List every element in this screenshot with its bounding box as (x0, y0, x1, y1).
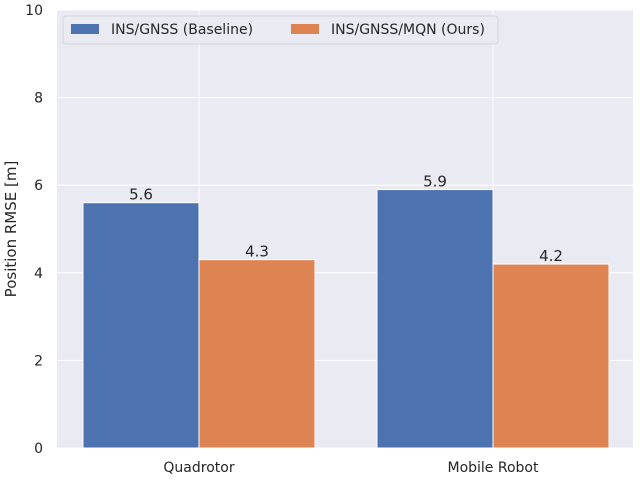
bar-ours (198, 259, 316, 449)
x-axis-ticks: Quadrotor Mobile Robot (163, 460, 539, 476)
legend-box (62, 15, 499, 45)
y-tick-label: 0 (34, 441, 43, 457)
data-label: 5.6 (129, 186, 153, 204)
y-tick-label: 4 (34, 266, 43, 282)
y-axis-ticks: 0 2 4 6 8 10 (25, 3, 43, 457)
y-tick-label: 10 (25, 3, 43, 19)
bar-baseline (376, 189, 494, 449)
data-label: 5.9 (423, 173, 447, 191)
data-label: 4.2 (539, 247, 563, 265)
y-tick-label: 8 (34, 91, 43, 107)
x-tick-label: Mobile Robot (448, 460, 539, 476)
bar-ours (492, 263, 610, 449)
y-tick-label: 2 (34, 353, 43, 369)
data-labels: 5.6 4.3 5.9 4.2 (129, 173, 563, 265)
legend-label-ours: INS/GNSS/MQN (Ours) (331, 22, 485, 38)
y-axis-label: Position RMSE [m] (2, 161, 20, 298)
bars (82, 189, 610, 449)
data-label: 4.3 (245, 243, 269, 261)
x-tick-label: Quadrotor (163, 460, 234, 476)
legend-swatch-ours (291, 24, 319, 34)
legend-label-baseline: INS/GNSS (Baseline) (111, 22, 253, 38)
legend-swatch-baseline (71, 24, 99, 34)
legend: INS/GNSS (Baseline) INS/GNSS/MQN (Ours) (62, 15, 499, 45)
y-tick-label: 6 (34, 178, 43, 194)
bar-baseline (82, 202, 200, 449)
